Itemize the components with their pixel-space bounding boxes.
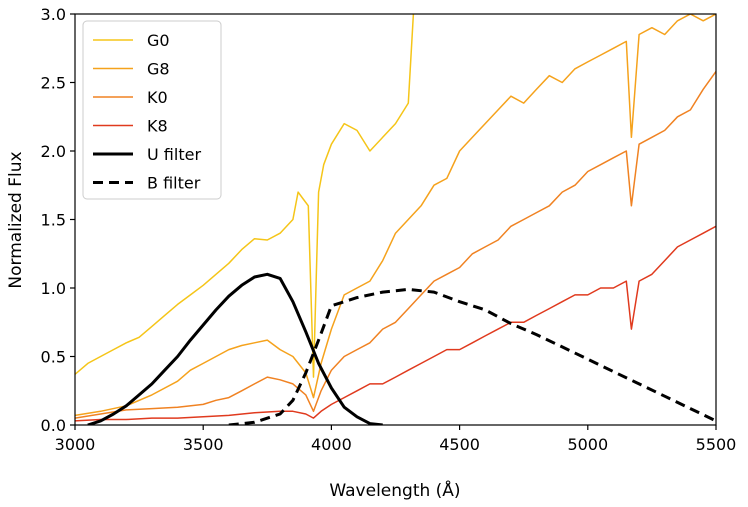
legend-label: G0 [147, 31, 170, 50]
legend: G0 G8 K0 K8 U filter B filter [82, 20, 222, 200]
y-axis-label: Normalized Flux [6, 151, 26, 288]
x-tick-label: 5500 [696, 435, 737, 454]
x-axis-label: Wavelength (Å) [329, 479, 460, 501]
x-axis-ticks: 3000 3500 4000 4500 5000 5500 [55, 425, 737, 454]
legend-label: B filter [147, 174, 201, 193]
series-line-b-filter [228, 287, 716, 425]
y-tick-label: 0.5 [41, 348, 66, 367]
x-tick-label: 5000 [567, 435, 608, 454]
legend-label: U filter [147, 145, 201, 164]
legend-label: K0 [147, 88, 168, 107]
series-layer [75, 14, 716, 425]
y-tick-label: 2.0 [41, 142, 66, 161]
x-tick-label: 4000 [311, 435, 352, 454]
series-line-k0 [75, 71, 716, 419]
y-tick-label: 1.0 [41, 279, 66, 298]
y-tick-label: 2.5 [41, 74, 66, 93]
y-tick-label: 3.0 [41, 5, 66, 24]
legend-label: G8 [147, 60, 170, 79]
y-axis-ticks: 0.0 0.5 1.0 1.5 2.0 2.5 3.0 [41, 5, 75, 435]
x-tick-label: 3000 [55, 435, 96, 454]
legend-label: K8 [147, 117, 168, 136]
series-line-u-filter [87, 272, 383, 425]
y-tick-label: 1.5 [41, 211, 66, 230]
x-tick-label: 3500 [183, 435, 224, 454]
series-line-k8 [75, 225, 716, 422]
y-tick-label: 0.0 [41, 416, 66, 435]
x-tick-label: 4500 [439, 435, 480, 454]
series-line-g8 [75, 14, 716, 417]
series-line-g0 [75, 14, 415, 378]
